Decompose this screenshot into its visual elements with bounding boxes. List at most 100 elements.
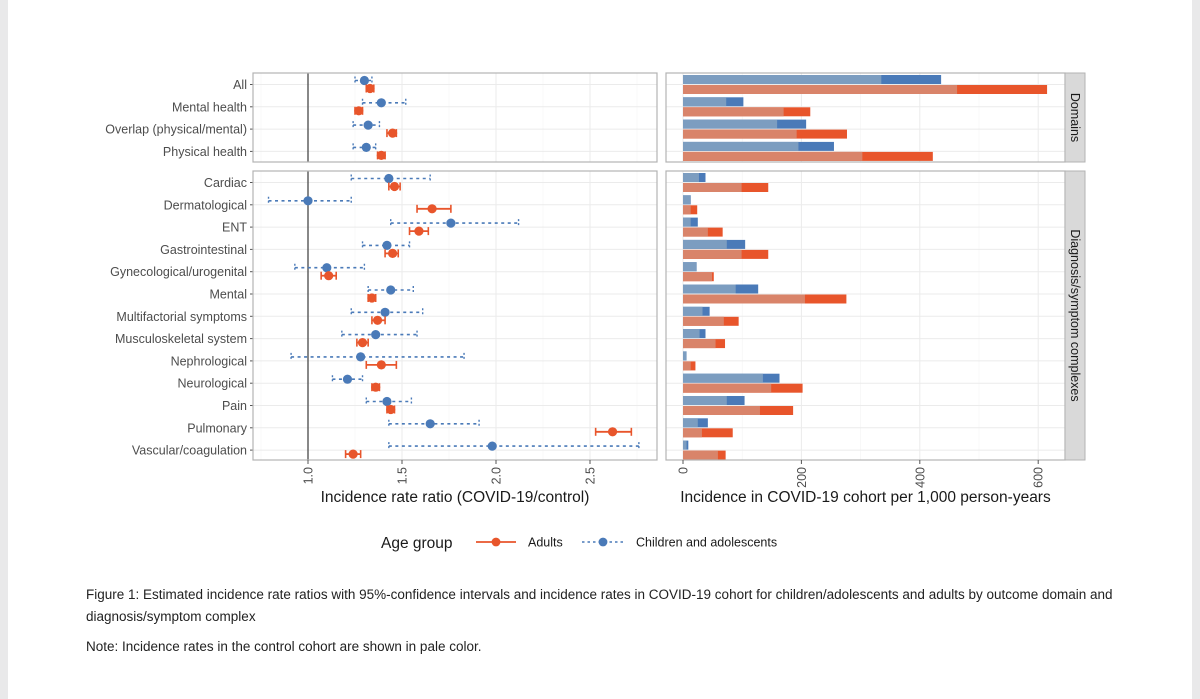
adult-estimate-point: [354, 106, 364, 116]
child-estimate-point: [384, 173, 394, 184]
adult-estimate-point: [427, 204, 437, 214]
legend-adults-marker: [491, 537, 501, 547]
child-estimate-point: [361, 142, 371, 152]
forest-panel-bg: [253, 73, 657, 162]
adult-estimate-point: [376, 150, 386, 160]
adult-estimate-point: [389, 181, 400, 192]
child-estimate-point: [356, 352, 366, 362]
adult-estimate-point: [371, 382, 381, 392]
child-estimate-point: [363, 120, 373, 130]
adult-control-bar: [683, 129, 797, 139]
category-label: Neurological: [178, 377, 247, 391]
category-label: Dermatological: [164, 198, 247, 212]
category-label: Gastrointestinal: [160, 243, 247, 257]
child-control-bar: [683, 351, 687, 361]
child-control-bar: [683, 373, 763, 383]
child-control-bar: [683, 217, 691, 227]
adult-control-bar: [683, 294, 805, 304]
category-label: Pain: [222, 399, 247, 413]
legend-title: Age group: [381, 535, 453, 552]
child-control-bar: [683, 173, 699, 182]
adult-control-bar: [683, 406, 760, 415]
category-label: Musculoskeletal system: [115, 332, 247, 346]
figure-caption: Figure 1: Estimated incidence rate ratio…: [86, 587, 1113, 624]
adult-control-bar: [683, 205, 691, 215]
child-control-bar: [683, 119, 778, 129]
figure-chart: All Mental health Overlap (physical/mental…: [105, 72, 1086, 552]
adult-control-bar: [683, 249, 742, 259]
child-estimate-point: [376, 98, 386, 108]
x-tick-label: 400: [913, 467, 927, 488]
category-label: Mental: [209, 288, 247, 302]
adult-estimate-point: [607, 427, 618, 437]
adult-estimate-point: [388, 128, 398, 138]
adult-control-bar: [683, 151, 863, 161]
adult-control-bar: [683, 450, 718, 460]
adult-estimate-point: [367, 293, 377, 303]
x-axis-title-irr: Incidence rate ratio (COVID-19/control): [321, 489, 590, 506]
child-estimate-point: [359, 75, 369, 86]
adult-estimate-point: [414, 226, 424, 236]
child-estimate-point: [342, 374, 353, 384]
child-control-bar: [683, 239, 727, 249]
child-control-bar: [683, 396, 727, 405]
x-tick-label: 2.0: [490, 467, 504, 484]
bar-panel-bg: [666, 171, 1065, 460]
adult-control-bar: [683, 85, 958, 94]
forest-panel-border: [252, 170, 658, 461]
adult-control-bar: [683, 361, 691, 371]
facet-strip: [1064, 72, 1086, 163]
child-estimate-point: [382, 240, 392, 250]
child-estimate-point: [303, 196, 313, 206]
adult-estimate-point: [376, 360, 386, 370]
adult-control-bar: [683, 227, 708, 237]
legend-children-label: Children and adolescents: [636, 536, 777, 550]
category-label: Vascular/coagulation: [132, 444, 247, 458]
category-label: Pulmonary: [187, 421, 247, 435]
legend-children-marker: [598, 537, 608, 547]
adult-estimate-point: [357, 338, 368, 348]
facet-strip: [1064, 170, 1086, 461]
category-label: Cardiac: [204, 176, 247, 190]
child-control-bar: [683, 75, 882, 84]
adult-control-bar: [683, 316, 724, 326]
adult-estimate-point: [372, 315, 383, 325]
child-estimate-point: [425, 419, 435, 429]
child-estimate-point: [322, 263, 332, 273]
child-control-bar: [683, 97, 727, 107]
adult-control-bar: [683, 183, 742, 192]
category-label: Overlap (physical/mental): [105, 123, 247, 137]
x-tick-label: 1.5: [396, 467, 410, 484]
child-control-bar: [683, 262, 697, 272]
x-tick-label: 2.5: [584, 467, 598, 484]
child-control-bar: [683, 306, 703, 316]
category-label: Gynecological/urogenital: [110, 265, 247, 279]
legend-adults-label: Adults: [528, 536, 563, 550]
facet-strip-label: Domains: [1068, 93, 1082, 142]
page-edge-left: [0, 0, 8, 699]
adult-estimate-point: [348, 449, 358, 459]
child-estimate-point: [446, 218, 456, 228]
child-estimate-point: [386, 285, 396, 295]
adult-estimate-point: [388, 248, 398, 258]
child-estimate-point: [380, 307, 390, 317]
child-control-bar: [683, 329, 700, 339]
adult-estimate-point: [386, 404, 396, 415]
child-control-bar: [683, 284, 736, 294]
adult-control-bar: [683, 272, 713, 282]
category-label: Nephrological: [171, 354, 247, 368]
x-tick-label: 1.0: [302, 467, 316, 484]
x-tick-label: 600: [1032, 467, 1046, 488]
adult-control-bar: [683, 339, 716, 349]
child-control-bar: [683, 195, 691, 205]
forest-panel-border: [252, 72, 658, 163]
adult-control-bar: [683, 383, 772, 393]
child-estimate-point: [487, 441, 497, 451]
category-label: Physical health: [163, 145, 247, 159]
child-estimate-point: [382, 396, 392, 407]
adult-control-bar: [683, 428, 702, 438]
facet-strip-label: Diagnosis/symptom complexes: [1068, 229, 1082, 401]
adult-covid-bar: [683, 428, 733, 438]
x-tick-label: 0: [677, 467, 691, 474]
adult-control-bar: [683, 107, 784, 117]
